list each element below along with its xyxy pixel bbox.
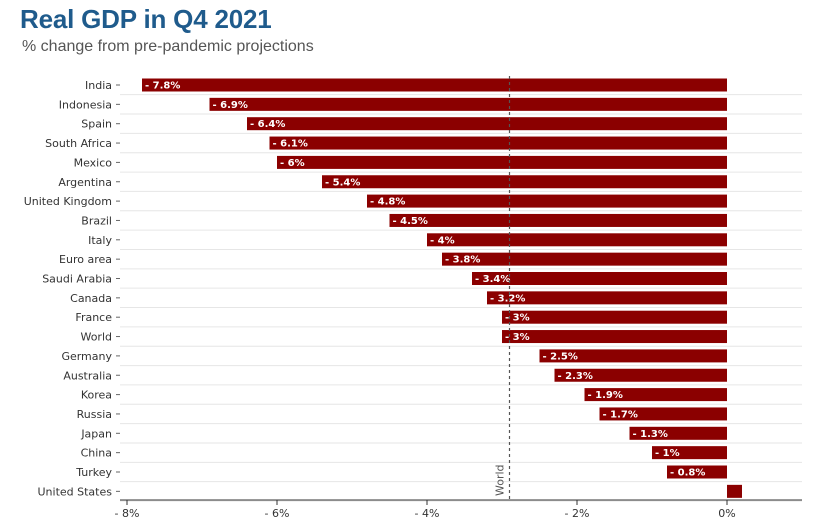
bar [277,155,727,169]
bar [322,175,727,189]
data-label: - 1.3% [633,429,668,440]
bar [389,213,727,227]
data-label: - 3.8% [445,255,480,266]
bar [554,368,727,382]
data-label: - 4.8% [370,197,405,208]
category-label: Canada [70,292,112,305]
category-label: Brazil [81,214,112,227]
data-label: - 2.3% [558,371,593,382]
bar [442,252,727,266]
category-label: China [81,447,112,460]
data-label: - 6% [280,158,305,169]
bar [667,465,727,479]
x-tick-label: - 8% [115,507,140,520]
category-label: France [75,311,112,324]
x-tick-label: - 4% [415,507,440,520]
bar [427,233,727,247]
x-tick-label: - 2% [565,507,590,520]
category-label: Argentina [58,176,112,189]
data-label: - 1.7% [603,409,638,420]
category-label: Indonesia [59,98,112,111]
data-label: - 3.2% [490,293,525,304]
category-label: Turkey [75,466,112,479]
category-label: India [85,79,112,92]
category-label: Mexico [74,156,113,169]
data-label: - 6.9% [213,100,248,111]
bar [539,349,727,363]
data-label: - 3.4% [475,274,510,285]
category-label: United States [38,485,113,498]
data-label: - 5.4% [325,177,360,188]
category-label: Australia [63,369,112,382]
data-label: - 6.1% [273,139,308,150]
bar [599,407,727,421]
bar [584,388,727,402]
bar [487,291,727,305]
bar [142,78,727,92]
data-label: - 6.4% [250,119,285,130]
bar [502,330,727,344]
data-label: - 7.8% [145,81,180,92]
chart-title: Real GDP in Q4 2021 [20,4,272,34]
x-tick-label: 0% [718,507,735,520]
data-label: - 1% [655,448,680,459]
category-label: World [80,331,112,344]
world-reference-label: World [494,464,507,496]
data-label: - 0.8% [670,468,705,479]
bar [629,426,727,440]
data-label: - 4.5% [393,216,428,227]
bar [727,484,742,498]
category-label: Russia [77,408,112,421]
bar [367,194,727,208]
bar [269,136,727,150]
data-label: - 3% [505,313,530,324]
category-label: South Africa [45,137,112,150]
category-label: Euro area [59,253,112,266]
x-tick-label: - 6% [265,507,290,520]
category-label: Italy [88,234,112,247]
category-label: Spain [81,118,112,131]
category-label: Saudi Arabia [42,273,112,286]
chart-subtitle: % change from pre-pandemic projections [22,38,314,55]
data-label: - 3% [505,332,530,343]
data-label: - 2.5% [543,351,578,362]
category-label: Japan [80,427,112,440]
bar [502,310,727,324]
bar [652,446,727,460]
bar [247,117,727,131]
bar [472,272,727,285]
category-label: Korea [81,389,112,402]
data-label: - 4% [430,235,455,246]
bar [209,97,727,111]
data-label: - 1.9% [588,390,623,401]
category-label: Germany [61,350,112,363]
category-label: United Kingdom [24,195,112,208]
